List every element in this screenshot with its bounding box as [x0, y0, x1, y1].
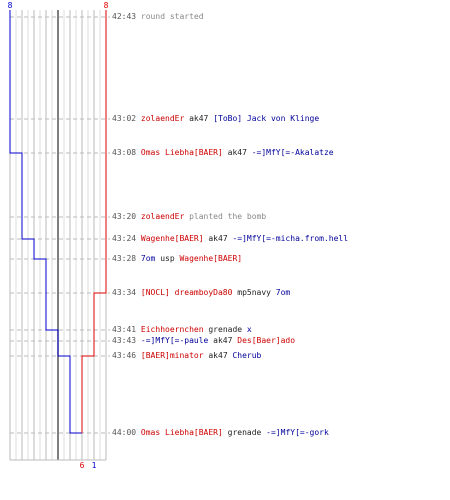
- event-text: -=]MfY[=-paule: [140, 336, 209, 345]
- blue-team-alive-line: [9, 10, 82, 434]
- event-text: Omas Liebha[BAER]: [140, 428, 223, 437]
- event-text: [NOCL] dreamboyDa80: [140, 288, 233, 297]
- event-text: usp: [155, 254, 180, 263]
- event-row: 43:24 Wagenhe[BAER] ak47 -=]MfY[=-micha.…: [112, 234, 348, 244]
- event-row: 43:08 Omas Liebha[BAER] ak47 -=]MfY[=-Ak…: [112, 148, 334, 158]
- event-row: 43:43 -=]MfY[=-paule ak47 Des[Baer]ado: [112, 336, 295, 346]
- event-text: Wagenhe[BAER]: [179, 254, 243, 263]
- event-time: 43:02: [112, 114, 137, 123]
- event-row: 43:20 zolaendEr planted the bomb: [112, 212, 266, 222]
- event-time: 43:28: [112, 254, 137, 263]
- event-text: mp5navy: [232, 288, 276, 297]
- event-row: 44:00 Omas Liebha[BAER] grenade -=]MfY[=…: [112, 428, 329, 438]
- event-text: ak47: [222, 148, 252, 157]
- event-text: grenade: [222, 428, 267, 437]
- event-time: 42:43: [112, 12, 137, 21]
- blue-start-count: 8: [8, 1, 13, 10]
- event-time: 43:20: [112, 212, 137, 221]
- event-time: 43:08: [112, 148, 137, 157]
- event-text: ak47: [203, 234, 233, 243]
- round-event-log: 42:43 round started 43:02 zolaendEr ak47 …: [112, 0, 447, 500]
- event-text: grenade: [203, 325, 247, 334]
- event-text: Des[Baer]ado: [237, 336, 296, 345]
- event-time: 44:00: [112, 428, 137, 437]
- event-row: 43:46 [BAER]minator ak47 Cherub: [112, 351, 261, 361]
- event-text: planted the bomb: [184, 212, 267, 221]
- event-text: ak47: [208, 336, 238, 345]
- event-time: 43:24: [112, 234, 137, 243]
- event-text: 7om: [140, 254, 156, 263]
- event-row: 42:43 round started: [112, 12, 204, 22]
- event-text: [ToBo] Jack von Klinge: [213, 114, 320, 123]
- player-count-grid: [9, 10, 107, 461]
- event-text: zolaendEr: [140, 114, 185, 123]
- event-text: ak47: [184, 114, 214, 123]
- blue-end-count: 1: [92, 461, 97, 470]
- event-text: -=]MfY[=-micha.from.hell: [232, 234, 349, 243]
- event-text: Cherub: [232, 351, 262, 360]
- event-text: zolaendEr: [140, 212, 185, 221]
- event-row: 43:41 Eichhoernchen grenade x: [112, 325, 252, 335]
- event-text: -=]MfY[=-gork: [266, 428, 329, 437]
- event-time: 43:46: [112, 351, 137, 360]
- event-text: Omas Liebha[BAER]: [140, 148, 223, 157]
- alive-players-chart: 8 8 1 6: [8, 1, 110, 470]
- event-guide-lines: [10, 16, 110, 434]
- red-end-count: 6: [80, 461, 85, 470]
- red-start-count: 8: [104, 1, 109, 10]
- red-team-alive-line: [81, 10, 107, 433]
- event-text: -=]MfY[=-Akalatze: [251, 148, 334, 157]
- event-time: 43:43: [112, 336, 137, 345]
- event-text: [BAER]minator: [140, 351, 204, 360]
- event-text: x: [246, 325, 252, 334]
- event-text: Wagenhe[BAER]: [140, 234, 204, 243]
- event-text: ak47: [203, 351, 233, 360]
- event-text: round started: [140, 12, 204, 21]
- event-text: Eichhoernchen: [140, 325, 204, 334]
- event-row: 43:02 zolaendEr ak47 [ToBo] Jack von Kli…: [112, 114, 319, 124]
- event-time: 43:41: [112, 325, 137, 334]
- event-time: 43:34: [112, 288, 137, 297]
- event-text: 7om: [275, 288, 291, 297]
- event-row: 43:34 [NOCL] dreamboyDa80 mp5navy 7om: [112, 288, 290, 298]
- event-row: 43:28 7om usp Wagenhe[BAER]: [112, 254, 242, 264]
